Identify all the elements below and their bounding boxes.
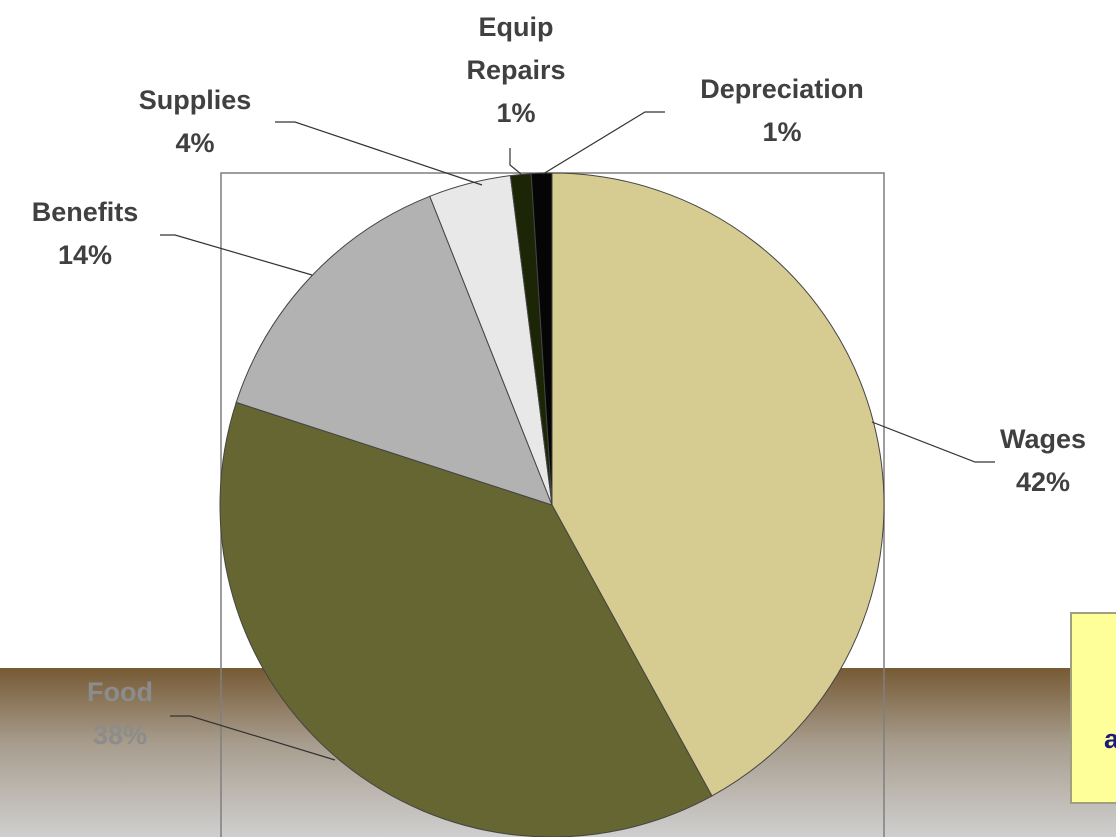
leader-line [871,421,995,463]
slice-label: Supplies 4% [115,79,275,165]
leader-line [509,148,522,175]
pie-slice [219,401,713,837]
leader-line [170,715,336,761]
slice-name: Supplies [138,85,252,115]
slice-name: Depreciation [700,74,864,104]
callout-box: a [1070,612,1116,804]
slice-name: Wages [999,424,1087,454]
slice-value: 42% [1015,467,1071,497]
pie-slice [235,195,553,506]
slice-name: Equip Repairs [466,12,566,85]
slice-name: Food [87,677,153,707]
leader-line [275,121,483,186]
slice-label: Wages 42% [973,418,1113,504]
slice-label: Benefits 14% [5,191,165,277]
slice-label: Equip Repairs 1% [456,6,576,135]
slice-value: 1% [496,98,536,128]
slice-value: 38% [92,720,148,750]
slice-value: 1% [762,117,802,147]
slice-label: Depreciation 1% [662,68,902,154]
slice-label: Food 38% [50,671,190,757]
callout-text: a [1104,724,1116,754]
leader-line [542,111,665,175]
slice-value: 4% [175,128,215,158]
slice-name: Benefits [31,197,139,227]
slice-value: 14% [57,240,113,270]
pie-slice [530,172,553,506]
leader-line [160,234,313,276]
